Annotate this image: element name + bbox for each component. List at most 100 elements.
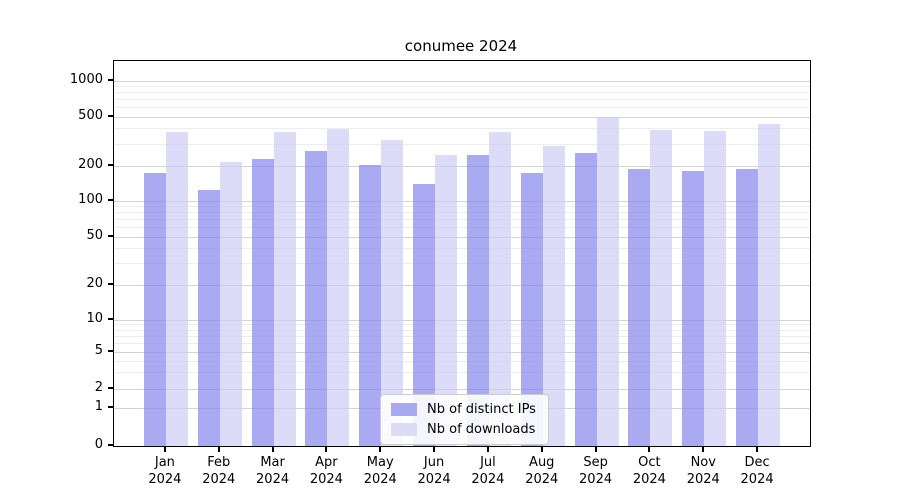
bar-ips-jun	[413, 184, 436, 446]
gridline-minor	[114, 143, 810, 145]
x-tick-label-jun: Jun 2024	[417, 455, 451, 487]
gridline-minor	[114, 343, 810, 345]
bar-downloads-aug	[542, 146, 565, 446]
bar-downloads-jan	[165, 131, 188, 446]
legend-label-downloads: Nb of downloads	[427, 422, 536, 437]
bar-ips-feb	[197, 189, 220, 446]
x-tick-label-dec: Dec 2024	[740, 455, 774, 487]
y-tick-mark	[108, 444, 113, 446]
y-tick-mark	[108, 283, 113, 285]
gridline-minor	[114, 360, 810, 362]
gridline-5	[114, 351, 810, 353]
gridline-minor	[114, 205, 810, 207]
y-tick-label-200: 200	[78, 157, 103, 172]
legend: Nb of distinct IPs Nb of downloads	[380, 394, 549, 445]
x-tick-mark	[325, 447, 328, 452]
gridline-minor	[114, 92, 810, 94]
gridline-10	[114, 319, 810, 321]
y-tick-mark	[108, 318, 113, 320]
legend-swatch-distinct-ips-icon	[391, 403, 417, 416]
gridline-minor	[114, 263, 810, 265]
y-tick-label-20: 20	[86, 276, 103, 291]
y-tick-mark	[108, 387, 113, 389]
x-tick-mark	[486, 447, 489, 452]
x-tick-mark	[433, 447, 436, 452]
bar-ips-apr	[305, 150, 328, 446]
x-tick-mark	[540, 447, 543, 452]
gridline-200	[114, 165, 810, 167]
x-tick-mark	[163, 447, 166, 452]
y-tick-label-100: 100	[78, 192, 103, 207]
bar-downloads-sep	[596, 117, 619, 446]
bar-ips-aug	[520, 172, 543, 446]
bar-ips-mar	[251, 158, 274, 446]
y-tick-mark	[108, 79, 113, 81]
y-tick-label-5: 5	[94, 343, 103, 358]
y-tick-label-1000: 1000	[69, 72, 103, 87]
legend-item-distinct-ips: Nb of distinct IPs	[391, 402, 536, 417]
x-tick-mark	[648, 447, 651, 452]
gridline-minor	[114, 248, 810, 250]
gridline-minor	[114, 212, 810, 214]
bar-downloads-apr	[327, 128, 350, 446]
bar-downloads-jul	[488, 131, 511, 446]
y-tick-label-1: 1	[94, 399, 103, 414]
y-tick-label-10: 10	[86, 311, 103, 326]
y-tick-label-0: 0	[94, 437, 103, 452]
gridline-minor	[114, 227, 810, 229]
gridline-minor	[114, 107, 810, 109]
legend-swatch-downloads-icon	[391, 423, 417, 436]
y-tick-mark	[108, 164, 113, 166]
gridline-20	[114, 284, 810, 286]
x-tick-label-jan: Jan 2024	[148, 455, 182, 487]
x-tick-label-mar: Mar 2024	[256, 455, 290, 487]
x-tick-label-apr: Apr 2024	[309, 455, 343, 487]
bar-downloads-nov	[704, 130, 727, 446]
plot-area: Nb of distinct IPs Nb of downloads	[113, 60, 811, 447]
gridline-minor	[114, 128, 810, 130]
legend-item-downloads: Nb of downloads	[391, 422, 536, 437]
bar-downloads-mar	[273, 131, 296, 446]
gridline-2	[114, 388, 810, 390]
gridline-minor	[114, 85, 810, 87]
x-tick-label-may: May 2024	[363, 455, 397, 487]
x-tick-label-jul: Jul 2024	[471, 455, 505, 487]
bar-downloads-oct	[650, 130, 673, 446]
x-tick-mark	[594, 447, 597, 452]
bar-ips-jul	[466, 155, 489, 446]
bar-ips-oct	[628, 168, 651, 446]
bar-ips-nov	[682, 171, 705, 446]
bar-ips-jan	[143, 172, 166, 446]
bar-ips-may	[359, 164, 382, 446]
bar-downloads-dec	[758, 124, 781, 446]
legend-label-distinct-ips: Nb of distinct IPs	[427, 402, 536, 417]
x-tick-mark	[379, 447, 382, 452]
y-tick-mark	[108, 406, 113, 408]
bar-ips-dec	[736, 168, 759, 446]
gridline-1000	[114, 80, 810, 82]
x-tick-mark	[217, 447, 220, 452]
y-tick-mark	[108, 350, 113, 352]
x-tick-label-feb: Feb 2024	[202, 455, 236, 487]
bar-downloads-jun	[435, 155, 458, 446]
y-tick-label-500: 500	[78, 108, 103, 123]
gridline-minor	[114, 335, 810, 337]
x-tick-label-sep: Sep 2024	[579, 455, 613, 487]
gridline-minor	[114, 372, 810, 374]
y-tick-mark	[108, 115, 113, 117]
chart-title: conumee 2024	[404, 37, 518, 55]
x-tick-label-nov: Nov 2024	[686, 455, 720, 487]
bar-ips-sep	[574, 153, 597, 446]
gridline-minor	[114, 329, 810, 331]
y-tick-label-50: 50	[86, 228, 103, 243]
bar-downloads-may	[381, 140, 404, 446]
x-tick-label-oct: Oct 2024	[632, 455, 666, 487]
gridline-minor	[114, 99, 810, 101]
gridline-minor	[114, 219, 810, 221]
x-tick-mark	[702, 447, 705, 452]
gridline-500	[114, 116, 810, 118]
x-tick-mark	[756, 447, 759, 452]
gridline-minor	[114, 324, 810, 326]
gridline-100	[114, 200, 810, 202]
x-tick-mark	[271, 447, 274, 452]
